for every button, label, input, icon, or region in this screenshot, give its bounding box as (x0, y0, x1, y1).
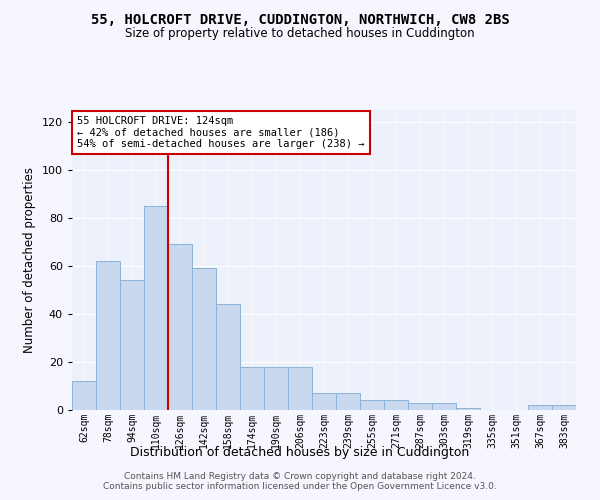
Bar (120, 280, 144, 410)
Y-axis label: Number of detached properties: Number of detached properties (23, 167, 36, 353)
Bar (72, 381, 96, 410)
Text: Contains public sector information licensed under the Open Government Licence v3: Contains public sector information licen… (103, 482, 497, 491)
Bar (216, 304, 240, 410)
Bar (96, 261, 120, 410)
Text: Size of property relative to detached houses in Cuddington: Size of property relative to detached ho… (125, 28, 475, 40)
Text: 55, HOLCROFT DRIVE, CUDDINGTON, NORTHWICH, CW8 2BS: 55, HOLCROFT DRIVE, CUDDINGTON, NORTHWIC… (91, 12, 509, 26)
Bar (384, 400, 408, 410)
Bar (336, 393, 360, 410)
Bar (144, 206, 168, 410)
Bar (552, 405, 576, 410)
Bar (192, 268, 216, 410)
Bar (408, 403, 432, 410)
Text: Distribution of detached houses by size in Cuddington: Distribution of detached houses by size … (130, 446, 470, 459)
Bar (264, 367, 288, 410)
Bar (312, 393, 336, 410)
Bar (288, 367, 312, 410)
Bar (168, 244, 192, 410)
Bar (456, 408, 480, 410)
Text: 55 HOLCROFT DRIVE: 124sqm
← 42% of detached houses are smaller (186)
54% of semi: 55 HOLCROFT DRIVE: 124sqm ← 42% of detac… (77, 116, 365, 149)
Bar (432, 403, 456, 410)
Text: Contains HM Land Registry data © Crown copyright and database right 2024.: Contains HM Land Registry data © Crown c… (124, 472, 476, 481)
Bar (360, 400, 384, 410)
Bar (240, 367, 264, 410)
Bar (528, 405, 552, 410)
